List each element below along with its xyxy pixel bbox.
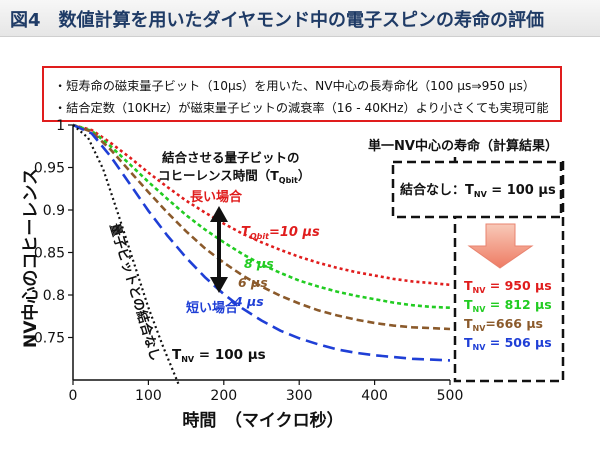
result-tnv-value: = 506 μs [485, 335, 551, 350]
x-axis-label: 時間 （マイクロ秒） [182, 410, 343, 431]
result-tnv-main: T [464, 297, 473, 312]
y-axis-label: NV中心のコヒーレンス [20, 168, 41, 348]
no-coupling-value: = 100 μs [487, 183, 556, 198]
label-t-qbit-10: TQbit=10 μs [241, 225, 320, 241]
x-tick-label: 100 [135, 388, 162, 404]
no-coupling-text: 結合なし：TNV = 100 μs [400, 182, 556, 199]
side-panel-heading: 単一NV中心の寿命（計算結果） [368, 138, 558, 154]
down-arrow-icon [467, 223, 534, 269]
series-lines [72, 123, 451, 385]
label-tnv-base-value: = 100 μs [194, 347, 266, 363]
annotation-coupled-qubit: 結合させる量子ビットの [162, 150, 300, 165]
label-8us: 8 μs [244, 256, 274, 271]
x-tick-label: 500 [437, 388, 464, 404]
summary-line-2: ・結合定数（10KHz）が磁束量子ビットの減衰率（16 - 40KHz）より小さ… [54, 101, 549, 115]
page-title: 図4 数値計算を用いたダイヤモンド中の電子スピンの寿命の評価 [10, 10, 544, 31]
result-tnv-main: T [464, 278, 473, 293]
y-tick-label: 0.95 [34, 161, 65, 177]
y-tick-label: 1 [56, 118, 65, 134]
label-tnv-base-sub: NV [181, 355, 195, 364]
y-tick-label: 0.85 [34, 246, 65, 262]
y-tick-label: 0.8 [43, 288, 65, 304]
x-tick-label: 300 [286, 388, 313, 404]
no-coupling-box [391, 160, 563, 219]
x-ticks: 0 100 200 300 400 500 [69, 380, 464, 404]
x-tick-label: 0 [69, 388, 78, 404]
series-line-2 [72, 123, 451, 331]
label-6us: 6 μs [238, 275, 268, 290]
label-t-qbit-sub: Qbit [250, 232, 270, 241]
no-coupling-prefix: 結合なし：T [400, 182, 474, 198]
result-tnv-3: TNV = 506 μs [464, 335, 552, 352]
result-tnv-value: = 812 μs [485, 297, 551, 312]
x-tick-label: 400 [361, 388, 388, 404]
annotation-long-case: 長い場合 [190, 189, 243, 205]
series-line-4 [72, 124, 180, 385]
no-coupling-sub: NV [474, 190, 488, 199]
title-bar: 図4 数値計算を用いたダイヤモンド中の電子スピンの寿命の評価 [0, 0, 600, 37]
label-tnv-base-main: T [172, 347, 182, 363]
result-tnv-value: = 950 μs [485, 278, 551, 293]
annotation-coherence-time-main: コヒーレンス時間（T [158, 168, 279, 183]
y-tick-label: 0.9 [43, 203, 65, 219]
side-panel [453, 141, 565, 383]
series-line-0 [72, 123, 451, 287]
y-ticks: 0.75 0.8 0.85 0.9 0.95 1 [34, 118, 73, 347]
series-line-3 [72, 123, 451, 362]
series-line-1 [72, 123, 451, 309]
result-tnv-sub: NV [473, 343, 487, 352]
result-tnv-sub: NV [473, 305, 487, 314]
annotation-coherence-time: コヒーレンス時間（TQbit） [158, 168, 310, 185]
annotation-coherence-time-close: ） [298, 168, 311, 183]
annotation-short-case: 短い場合 [186, 300, 239, 316]
label-tnv-base: TNV = 100 μs [172, 347, 266, 364]
label-uncoupled: 量子ビットとの結合なし [106, 221, 163, 362]
x-tick-label: 200 [210, 388, 237, 404]
label-t-qbit-main: T [241, 225, 251, 240]
result-tnv-sub: NV [473, 286, 487, 295]
result-tnv-main: T [464, 335, 473, 350]
summary-line-1: ・短寿命の磁束量子ビット（10μs）を用いた、NV中心の長寿命化（100 μs⇒… [54, 79, 536, 93]
result-tnv-0: TNV = 950 μs [464, 278, 552, 295]
side-panel-mask [380, 135, 600, 157]
result-tnv-2: TNV=666 μs [464, 316, 543, 333]
result-tnv-1: TNV = 812 μs [464, 297, 552, 314]
label-4us: 4 μs [233, 294, 264, 309]
result-tnv-sub: NV [473, 324, 487, 333]
result-tnv-main: T [464, 316, 473, 331]
double-arrow [210, 206, 228, 293]
label-t-qbit-value: =10 μs [269, 225, 320, 240]
summary-box: ・短寿命の磁束量子ビット（10μs）を用いた、NV中心の長寿命化（100 μs⇒… [42, 66, 562, 122]
annotation-coherence-time-sub: Qbit [279, 176, 298, 185]
y-tick-label: 0.75 [34, 331, 65, 347]
result-tnv-value: =666 μs [485, 316, 543, 331]
